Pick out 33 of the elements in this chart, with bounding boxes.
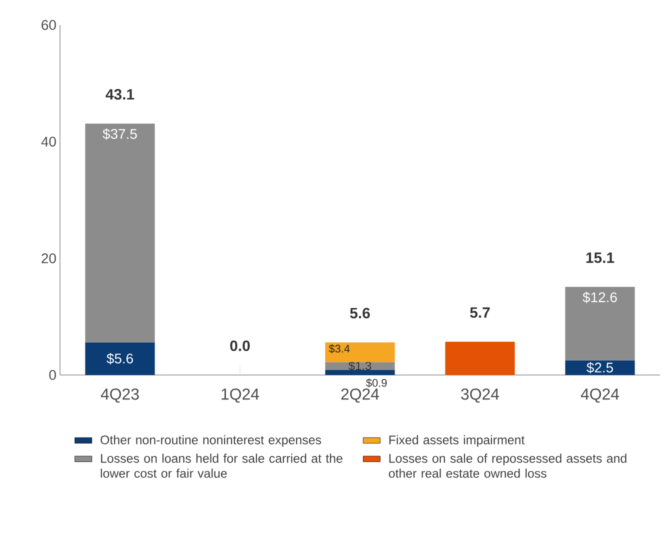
y-tick-label: 20 xyxy=(42,253,56,264)
total-label: 15.1 xyxy=(586,252,614,263)
x-tick-label: 2Q24 xyxy=(341,388,380,403)
data-label: $0.9 xyxy=(366,378,387,388)
data-label: $2.5 xyxy=(586,362,613,374)
legend-label: Fixed assets impairment xyxy=(389,435,525,447)
x-tick-label: 4Q23 xyxy=(100,388,139,403)
data-label: $12.6 xyxy=(582,292,617,304)
bar xyxy=(325,342,395,362)
bar xyxy=(85,124,155,342)
bar xyxy=(85,342,155,375)
text: 0.0 xyxy=(230,340,250,352)
data-label: $5.6 xyxy=(106,353,133,364)
legend-label: Losses on sale of repossessed assets and other real estate owned loss xyxy=(388,454,626,478)
bar xyxy=(565,286,635,360)
y-tick-label: 0 xyxy=(49,370,56,380)
legend-label: Other non-routine noninterest expenses xyxy=(100,435,322,447)
data-label: $3.4 xyxy=(328,344,350,354)
legend-label: Losses on loans held for sale carried at the lower cost or fair value xyxy=(100,454,342,478)
data-label: $1.3 xyxy=(348,361,372,371)
bar xyxy=(325,370,395,375)
x-tick-label: 3Q24 xyxy=(461,388,500,403)
x-tick-label: 1Q24 xyxy=(222,388,260,403)
total-label: 5.6 xyxy=(350,308,370,318)
x-tick-label: 4Q24 xyxy=(580,388,620,403)
y-tick-label: 40 xyxy=(41,136,56,147)
total-label: 5.7 xyxy=(470,307,490,318)
total-label: 43.1 xyxy=(106,89,134,100)
bar xyxy=(445,342,515,375)
bar xyxy=(325,362,395,370)
bar xyxy=(565,360,635,375)
y-tick-label: 60 xyxy=(42,20,56,30)
data-label: $37.5 xyxy=(102,128,137,140)
